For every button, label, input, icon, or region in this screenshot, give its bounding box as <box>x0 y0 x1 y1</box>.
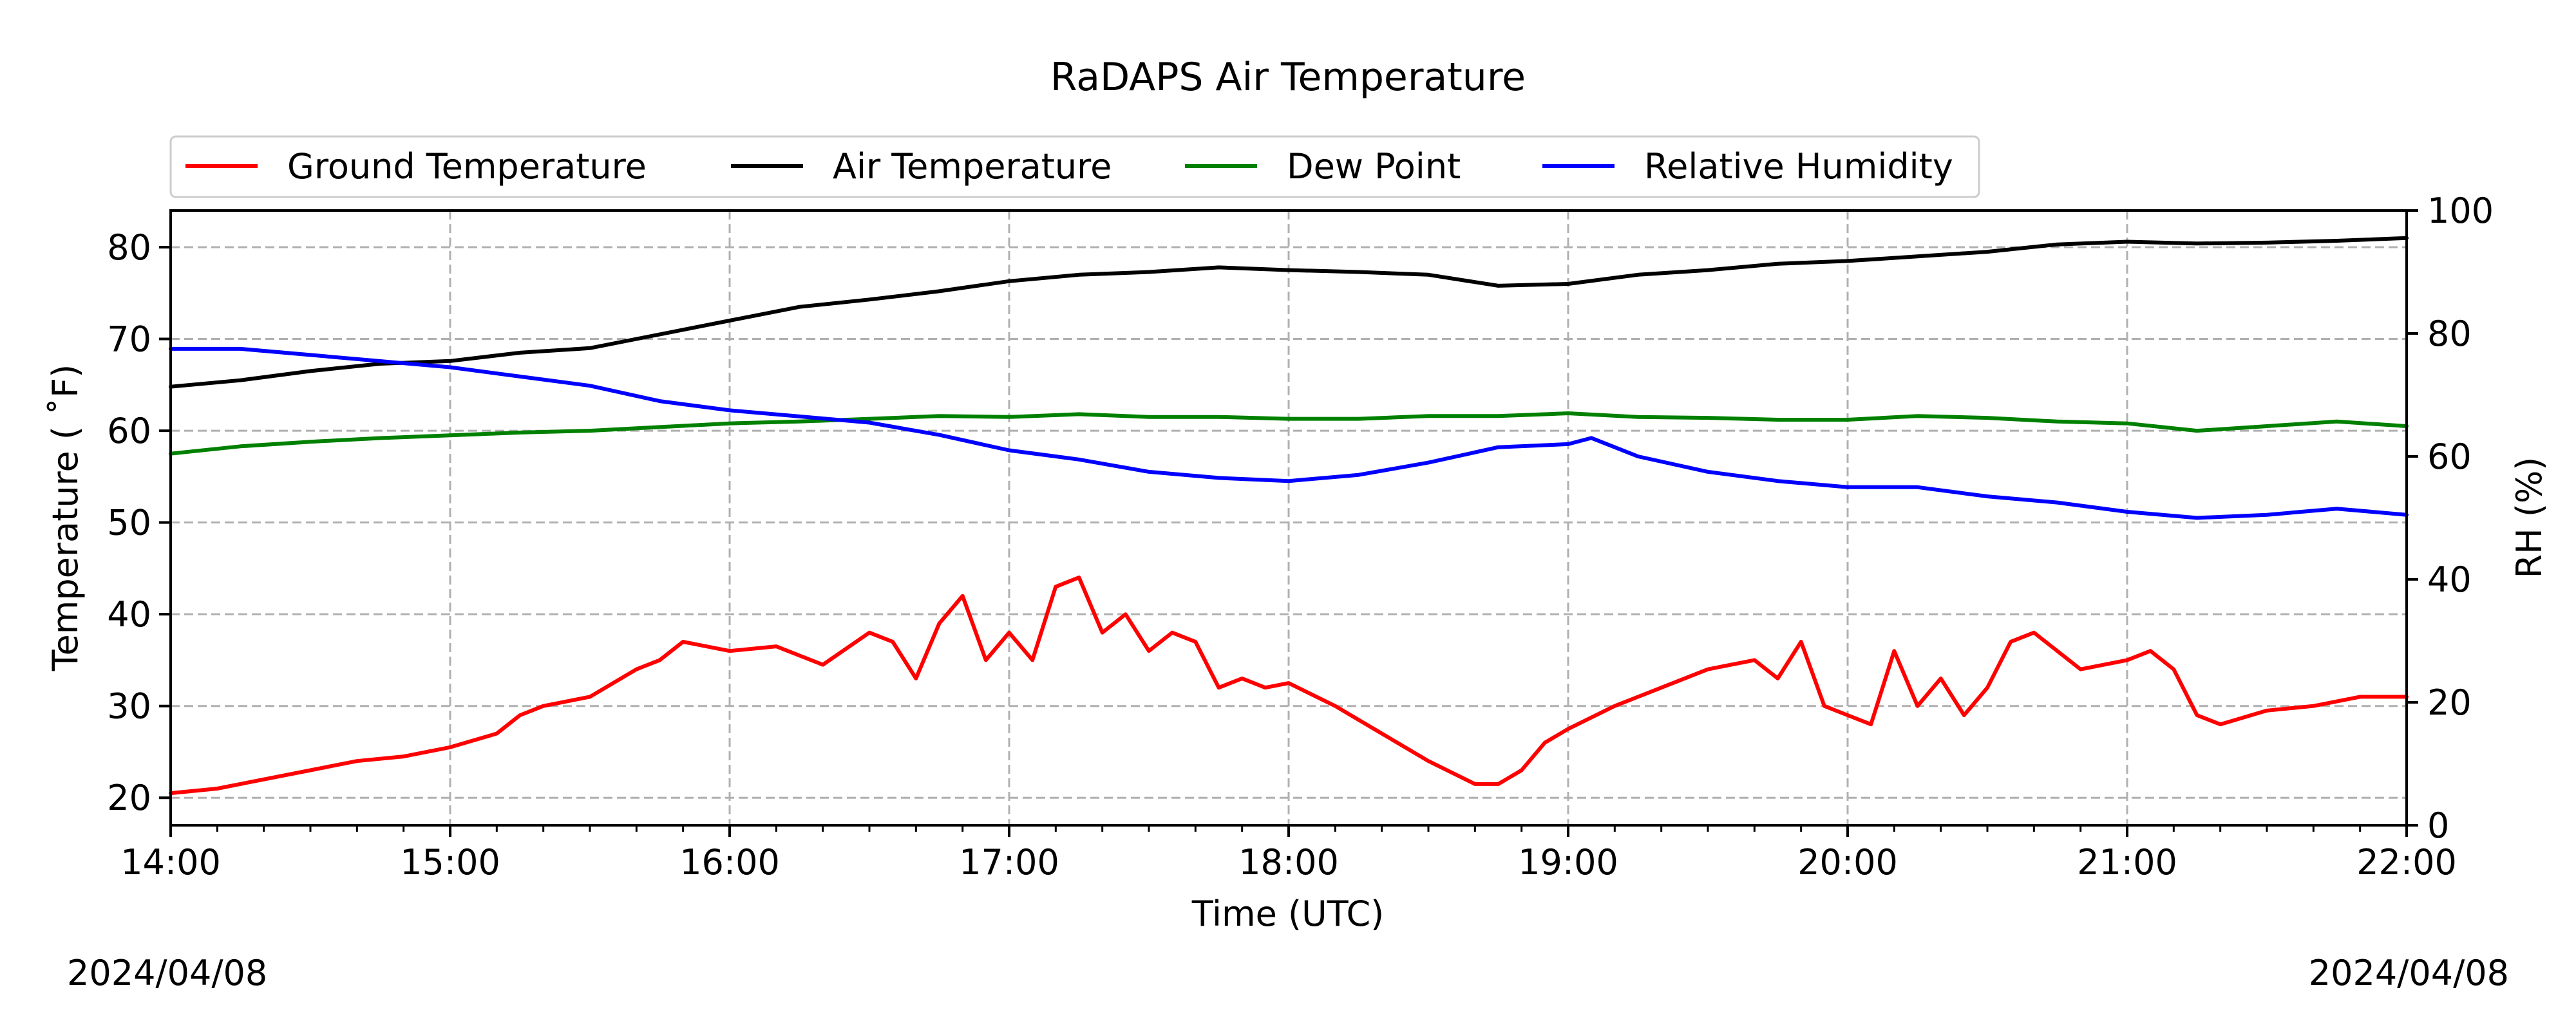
y-tick-label-left: 70 <box>107 319 151 360</box>
x-axis-label: Time (UTC) <box>1191 894 1385 934</box>
y-tick-label-right: 40 <box>2427 559 2472 600</box>
y-tick-label-right: 20 <box>2427 682 2472 723</box>
date-right: 2024/04/08 <box>2309 953 2509 993</box>
legend-label-1: Air Temperature <box>833 146 1112 187</box>
y-tick-label-right: 0 <box>2427 805 2449 846</box>
x-tick-label: 22:00 <box>2356 842 2457 883</box>
date-left: 2024/04/08 <box>67 953 267 993</box>
grid-lines <box>169 211 2408 825</box>
x-tick-label: 14:00 <box>120 842 221 883</box>
x-tick-label: 21:00 <box>2077 842 2177 883</box>
series-line-0 <box>169 576 2409 796</box>
y-tick-label-left: 30 <box>107 686 151 727</box>
series-line-2 <box>169 411 2409 456</box>
y-tick-label-left: 60 <box>107 411 151 451</box>
series-line-3 <box>169 346 2409 520</box>
legend-label-0: Ground Temperature <box>287 146 647 187</box>
y-axis-right: 0 20 40 60 80 100 <box>2407 191 2494 846</box>
chart-title: RaDAPS Air Temperature <box>1050 55 1526 100</box>
x-tick-label: 16:00 <box>679 842 780 883</box>
x-axis: 14:00 15:00 16:00 17:00 18:00 19:00 20:00 21:00… <box>120 825 2457 883</box>
y-axis-label-left: Temperature ( ˚F) <box>45 364 86 672</box>
y-tick-label-left: 50 <box>107 503 151 543</box>
series-line-1 <box>169 236 2409 389</box>
x-tick-label: 19:00 <box>1518 842 1618 883</box>
x-tick-label: 18:00 <box>1238 842 1339 883</box>
legend: Ground Temperature Air Temperature Dew Poi… <box>169 135 1980 198</box>
y-axis-left: 20 30 40 50 60 70 80 <box>107 227 171 818</box>
series-group <box>169 236 2409 796</box>
legend-box <box>169 135 1980 198</box>
x-tick-label: 17:00 <box>959 842 1059 883</box>
y-axis-label-right: RH (%) <box>2509 457 2550 579</box>
legend-label-3: Relative Humidity <box>1644 146 1953 187</box>
y-tick-label-left: 80 <box>107 227 151 268</box>
y-tick-label-left: 40 <box>107 594 151 635</box>
y-tick-label-left: 20 <box>107 778 151 818</box>
x-tick-label: 15:00 <box>400 842 500 883</box>
x-tick-label: 20:00 <box>1797 842 1898 883</box>
y-tick-label-right: 100 <box>2427 191 2494 231</box>
legend-label-2: Dew Point <box>1287 146 1461 187</box>
y-tick-label-right: 80 <box>2427 314 2472 354</box>
y-tick-label-right: 60 <box>2427 436 2472 477</box>
